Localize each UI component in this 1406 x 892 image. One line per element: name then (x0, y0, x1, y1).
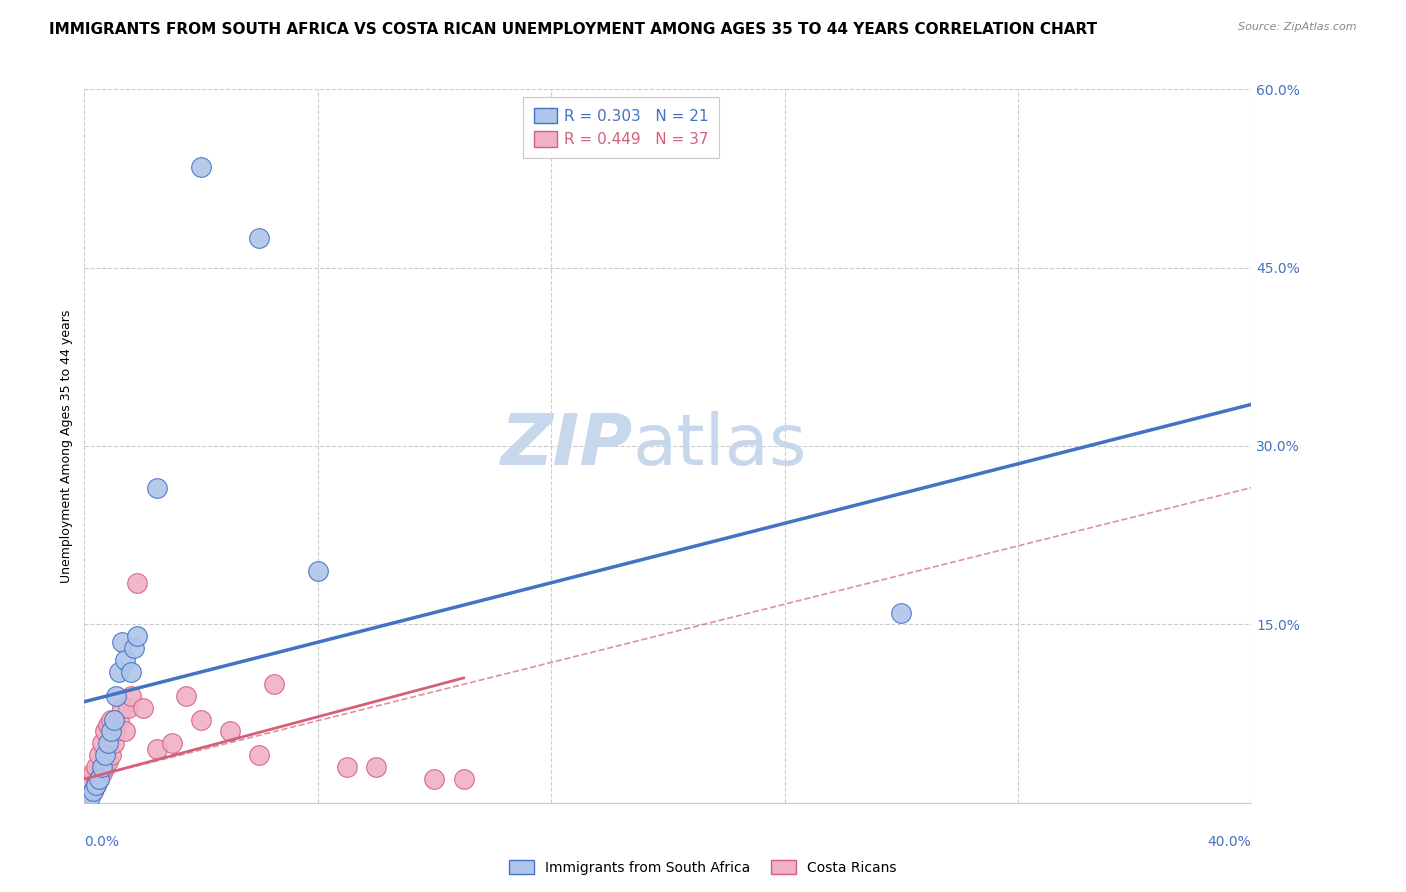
Point (82, 784, 104, 798)
Text: atlas: atlas (633, 411, 807, 481)
Point (146, 481, 169, 495)
Point (132, 700, 155, 714)
Point (120, 689, 142, 703)
Point (146, 742, 169, 756)
Point (94, 724, 117, 739)
Point (79, 784, 101, 798)
Point (79, 789, 101, 804)
Text: 40.0%: 40.0% (1208, 835, 1251, 849)
Point (82, 784, 104, 798)
Legend: Immigrants from South Africa, Costa Ricans: Immigrants from South Africa, Costa Rica… (503, 855, 903, 880)
Point (105, 724, 128, 739)
Point (263, 677, 285, 691)
Point (82, 766, 104, 780)
Point (249, 231, 271, 245)
Text: Source: ZipAtlas.com: Source: ZipAtlas.com (1239, 22, 1357, 32)
Point (79, 772, 101, 786)
Point (90, 736, 112, 750)
Point (84, 778, 107, 792)
Point (307, 564, 329, 578)
Point (120, 665, 142, 679)
Point (108, 713, 131, 727)
Point (249, 748, 271, 763)
Legend: R = 0.303   N = 21, R = 0.449   N = 37: R = 0.303 N = 21, R = 0.449 N = 37 (523, 97, 720, 158)
Point (100, 713, 122, 727)
Point (90, 766, 112, 780)
Point (117, 700, 139, 714)
Point (84, 778, 107, 792)
Point (97, 718, 120, 732)
Point (176, 689, 198, 703)
Point (114, 653, 136, 667)
Text: 0.0%: 0.0% (84, 835, 120, 849)
Point (87, 748, 110, 763)
Point (84, 760, 107, 774)
Point (76, 789, 98, 804)
Point (108, 665, 131, 679)
Point (111, 700, 134, 714)
Point (103, 736, 125, 750)
Point (87, 772, 110, 786)
Point (100, 724, 122, 739)
Point (125, 575, 148, 590)
Point (94, 760, 117, 774)
Point (100, 748, 122, 763)
Point (890, 606, 912, 620)
Point (114, 724, 136, 739)
Point (160, 736, 183, 750)
Point (125, 629, 148, 643)
Point (190, 160, 212, 174)
Point (87, 772, 110, 786)
Point (423, 772, 446, 786)
Point (336, 760, 359, 774)
Point (190, 713, 212, 727)
Point (90, 760, 112, 774)
Point (105, 689, 128, 703)
Point (103, 713, 125, 727)
Text: IMMIGRANTS FROM SOUTH AFRICA VS COSTA RICAN UNEMPLOYMENT AMONG AGES 35 TO 44 YEA: IMMIGRANTS FROM SOUTH AFRICA VS COSTA RI… (49, 22, 1097, 37)
Point (366, 760, 388, 774)
Point (453, 772, 475, 786)
Y-axis label: Unemployment Among Ages 35 to 44 years: Unemployment Among Ages 35 to 44 years (60, 310, 73, 582)
Point (122, 641, 145, 656)
Point (97, 736, 120, 750)
Point (111, 635, 134, 649)
Point (97, 754, 120, 768)
Point (94, 748, 117, 763)
Point (219, 724, 242, 739)
Text: ZIP: ZIP (501, 411, 633, 481)
